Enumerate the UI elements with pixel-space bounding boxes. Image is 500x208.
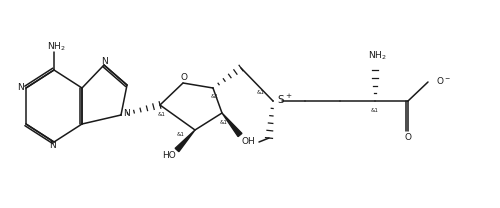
Text: HO: HO xyxy=(162,151,176,161)
Polygon shape xyxy=(175,130,195,152)
Text: NH$_2$: NH$_2$ xyxy=(368,50,386,62)
Text: N: N xyxy=(48,141,56,151)
Text: &1: &1 xyxy=(371,108,379,113)
Text: NH$_2$: NH$_2$ xyxy=(46,41,66,53)
Text: &1: &1 xyxy=(158,111,166,116)
Text: N: N xyxy=(124,109,130,119)
Text: O: O xyxy=(180,73,188,83)
Text: N: N xyxy=(16,83,24,93)
Text: OH: OH xyxy=(241,136,255,146)
Text: S$^+$: S$^+$ xyxy=(277,92,292,105)
Text: &1: &1 xyxy=(211,94,219,99)
Polygon shape xyxy=(222,113,242,137)
Text: &1: &1 xyxy=(220,120,228,125)
Text: N: N xyxy=(102,57,108,67)
Text: O: O xyxy=(404,134,411,142)
Text: O$^-$: O$^-$ xyxy=(436,74,451,85)
Text: &1: &1 xyxy=(257,90,265,95)
Text: &1: &1 xyxy=(177,131,185,136)
